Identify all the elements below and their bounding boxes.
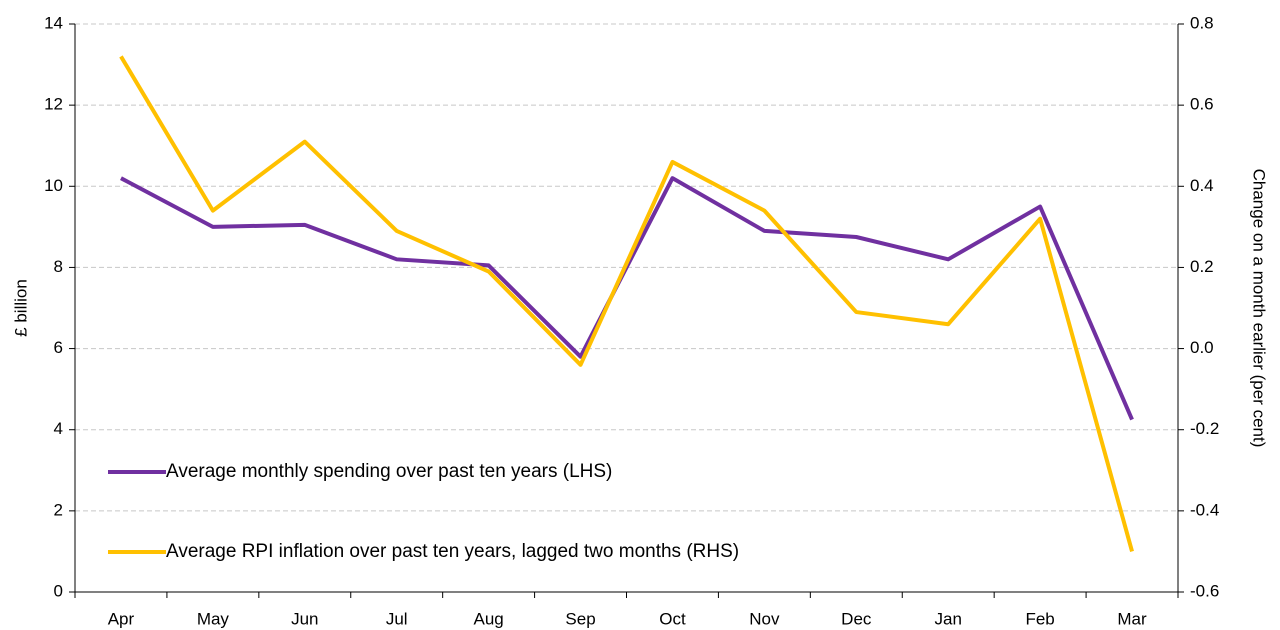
y-tick-label: 10	[44, 176, 63, 195]
y-tick-label: 14	[44, 13, 63, 32]
y2-tick-label: -0.6	[1190, 581, 1219, 600]
y2-tick-label: 0.8	[1190, 13, 1214, 32]
legend-label: Average RPI inflation over past ten year…	[166, 541, 739, 562]
x-tick-label: Nov	[749, 609, 780, 628]
x-tick-label: May	[197, 609, 230, 628]
y2-tick-label: -0.2	[1190, 419, 1219, 438]
y-tick-label: 4	[54, 419, 63, 438]
series-line	[119, 55, 1134, 552]
legend-label: Average monthly spending over past ten y…	[166, 461, 612, 482]
x-tick-label: Jul	[386, 609, 408, 628]
y-tick-label: 12	[44, 95, 63, 114]
series-line	[120, 176, 1134, 421]
x-tick-label: Mar	[1117, 609, 1147, 628]
y-tick-label: 8	[54, 257, 63, 276]
y2-tick-label: 0.6	[1190, 95, 1214, 114]
y2-tick-label: -0.4	[1190, 500, 1219, 519]
x-tick-label: Apr	[108, 609, 135, 628]
x-tick-label: Dec	[841, 609, 872, 628]
x-tick-label: Jun	[291, 609, 318, 628]
y-axis-label: £ billion	[11, 279, 30, 337]
x-tick-label: Oct	[659, 609, 686, 628]
x-tick-label: Sep	[565, 609, 595, 628]
x-tick-label: Jan	[934, 609, 961, 628]
y2-tick-label: 0.2	[1190, 257, 1214, 276]
y2-tick-label: 0.4	[1190, 176, 1214, 195]
y2-tick-label: 0.0	[1190, 338, 1214, 357]
x-tick-label: Feb	[1025, 609, 1054, 628]
x-tick-label: Aug	[474, 609, 504, 628]
y-tick-label: 0	[54, 581, 63, 600]
y2-axis-label: Change on a month earlier (per cent)	[1250, 169, 1269, 448]
y-tick-label: 2	[54, 500, 63, 519]
y-tick-label: 6	[54, 338, 63, 357]
